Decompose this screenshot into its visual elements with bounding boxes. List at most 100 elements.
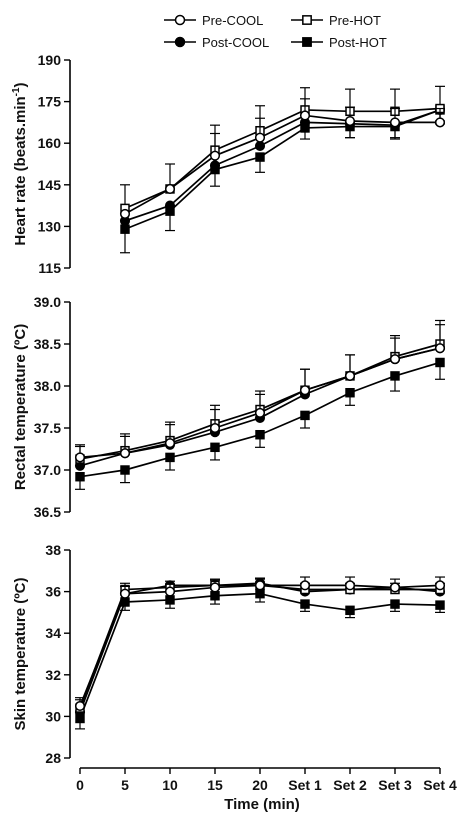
- legend-pre-cool-label: Pre-COOL: [202, 13, 263, 28]
- data-point: [210, 442, 220, 453]
- data-point: [254, 407, 266, 418]
- legend-post-cool-label: Post-COOL: [202, 35, 269, 50]
- skin-temperature-panel: 28 30 32 34 36 38 Skin temperature (ºC): [12, 542, 446, 766]
- series-line: [79, 584, 441, 707]
- data-point: [434, 580, 446, 591]
- data-point: [120, 224, 130, 234]
- series-line: [79, 584, 440, 709]
- data-point: [434, 343, 446, 354]
- x-tick-label: Set 2: [333, 777, 367, 793]
- y-tick-label: 28: [45, 750, 61, 766]
- y-axis-title: Skin temperature (ºC): [12, 577, 29, 730]
- series-line: [124, 109, 441, 230]
- data-point: [345, 605, 355, 616]
- data-point: [119, 208, 131, 219]
- data-point: [434, 117, 446, 128]
- x-tick-label: 15: [207, 777, 223, 793]
- data-point: [390, 371, 400, 381]
- series-pre-cool: [74, 576, 446, 712]
- y-tick-label: 36: [45, 584, 61, 600]
- x-tick-label: 10: [162, 777, 178, 793]
- data-point: [165, 595, 175, 605]
- data-point: [435, 600, 445, 610]
- y-tick-label: 145: [38, 177, 62, 193]
- y-tick-label: 38.5: [34, 336, 61, 352]
- data-point: [210, 591, 220, 601]
- y-tick-label: 160: [38, 135, 62, 151]
- series-post-hot: [75, 588, 445, 730]
- data-point: [209, 422, 221, 434]
- y-tick-label: 190: [38, 52, 62, 68]
- data-point: [300, 410, 310, 421]
- data-point: [255, 588, 265, 599]
- data-point: [164, 438, 176, 449]
- y-tick-label: 34: [45, 625, 61, 641]
- data-point: [435, 357, 445, 368]
- data-point: [299, 385, 311, 396]
- rectal-temperature-panel: 36.5 37.0 37.5 38.0 38.5 39.0 Rectal temperatu…: [12, 294, 446, 520]
- y-tick-label: 32: [45, 667, 61, 683]
- data-point: [119, 448, 131, 459]
- data-point: [165, 452, 175, 463]
- legend-pre-hot-marker: [302, 15, 312, 25]
- legend-post-hot-marker: [302, 37, 312, 47]
- x-tick-label: 5: [121, 777, 129, 793]
- data-point: [164, 586, 176, 597]
- y-tick-label: 37.0: [34, 462, 61, 478]
- x-tick-label: 0: [76, 777, 84, 793]
- data-point: [254, 580, 266, 591]
- series-pre-cool: [119, 98, 446, 219]
- x-axis: 0 5 10 15 20 Set 1 Set 2 Set 3 Set 4: [76, 767, 457, 793]
- data-point: [389, 354, 401, 365]
- y-tick-label: 130: [38, 218, 62, 234]
- data-point: [390, 599, 400, 609]
- series-pre-cool: [74, 324, 446, 463]
- x-tick-label: Set 1: [288, 777, 322, 793]
- y-tick-label: 38: [45, 542, 61, 558]
- y-tick-label: 39.0: [34, 294, 61, 310]
- data-point: [74, 452, 86, 463]
- data-point: [389, 582, 401, 593]
- heart-rate-panel: 115 130 145 160 175 190 Heart rate (beats.min-…: [11, 52, 446, 276]
- series-line: [124, 109, 441, 222]
- y-axis-title: Rectal temperature (ºC): [12, 324, 29, 490]
- legend: Pre-COOL Pre-HOT Post-COOL Post-HOT: [164, 13, 387, 50]
- data-point: [209, 582, 221, 593]
- data-point: [164, 183, 176, 195]
- data-point: [299, 580, 311, 591]
- data-point: [164, 200, 176, 211]
- data-point: [344, 115, 356, 127]
- data-point: [389, 117, 401, 128]
- legend-post-hot-label: Post-HOT: [329, 35, 387, 50]
- legend-post-cool-marker: [174, 36, 186, 48]
- data-point: [344, 580, 356, 591]
- y-tick-label: 175: [38, 94, 62, 110]
- data-point: [75, 471, 85, 482]
- y-tick-label: 36.5: [34, 504, 61, 520]
- y-tick-label: 37.5: [34, 420, 61, 436]
- data-point: [300, 599, 310, 609]
- data-point: [209, 150, 221, 161]
- x-axis-title: Time (min): [224, 796, 300, 813]
- data-point: [255, 429, 265, 440]
- y-tick-label: 30: [45, 708, 61, 724]
- data-point: [74, 700, 86, 712]
- data-point: [209, 160, 221, 171]
- data-point: [255, 152, 265, 162]
- series-line: [79, 592, 441, 719]
- legend-pre-cool-marker: [174, 14, 186, 26]
- data-point: [299, 110, 311, 121]
- series-post-hot: [75, 357, 445, 490]
- y-axis-title: Heart rate (beats.min-1): [11, 82, 29, 245]
- data-point: [254, 140, 266, 152]
- data-point: [344, 370, 356, 381]
- x-tick-label: Set 3: [378, 777, 412, 793]
- data-point: [254, 132, 266, 143]
- y-tick-label: 115: [38, 260, 61, 276]
- y-tick-label: 38.0: [34, 378, 61, 394]
- series-line: [124, 114, 440, 215]
- x-tick-label: Set 4: [423, 777, 457, 793]
- data-point: [345, 387, 355, 398]
- x-tick-label: 20: [252, 777, 268, 793]
